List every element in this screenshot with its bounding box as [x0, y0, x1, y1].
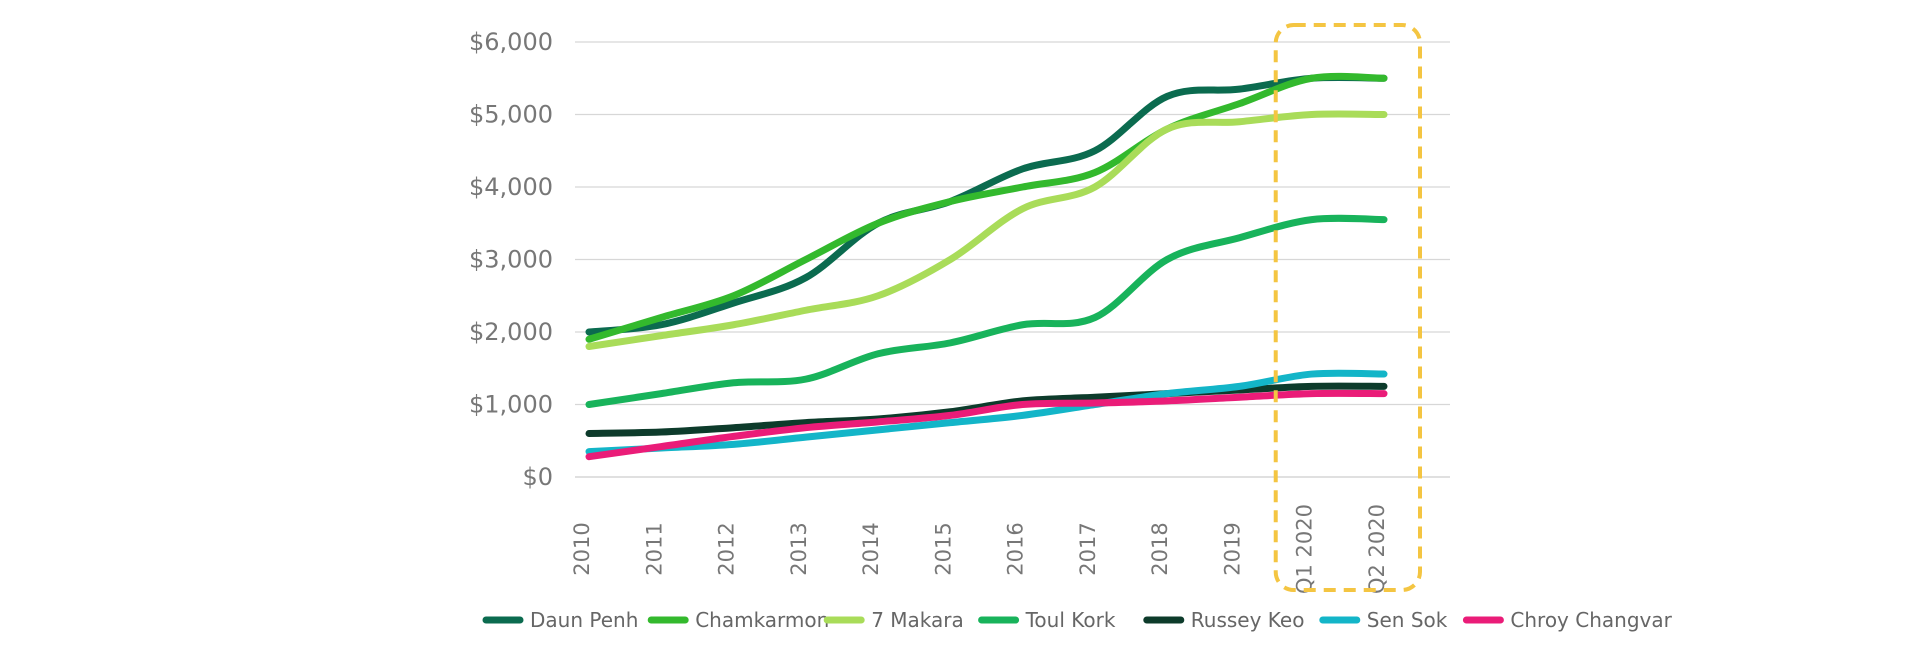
axis-layer: $0 $1,000 $2,000 $3,000 $4,000 $5,000 $6,000 20…	[469, 28, 1450, 594]
grid-layer	[575, 41, 1450, 478]
legend-label-4: Russey Keo	[1191, 608, 1305, 632]
legend-item-3: Toul Kork	[978, 608, 1116, 632]
y-tick-label-2: $2,000	[469, 318, 553, 346]
legend-label-2: 7 Makara	[871, 608, 964, 632]
series-line-3	[585, 214, 1388, 408]
x-tick-label-3: 2013	[787, 522, 811, 575]
x-tick-label-8: 2018	[1148, 522, 1172, 575]
x-tick-label-10: Q1 2020	[1293, 504, 1317, 594]
legend-label-1: Chamkarmon	[695, 608, 829, 632]
series-line-0	[585, 73, 1388, 336]
legend-item-6: Chroy Changvar	[1462, 608, 1673, 632]
x-tick-label-6: 2016	[1004, 522, 1028, 575]
y-tick-label-3: $3,000	[469, 246, 553, 274]
legend-layer: Daun Penh Chamkarmon 7 Makara Toul Kork Russ…	[482, 608, 1673, 632]
legend-label-5: Sen Sok	[1367, 608, 1448, 632]
highlight-layer	[1273, 23, 1423, 592]
y-tick-label-6: $6,000	[469, 28, 553, 56]
x-tick-label-1: 2011	[642, 522, 666, 575]
x-tick-label-2: 2012	[715, 522, 739, 575]
series-line-6	[585, 389, 1388, 461]
series-line-5	[585, 369, 1388, 456]
x-tick-label-11: Q2 2020	[1365, 504, 1389, 594]
series-layer	[585, 72, 1388, 461]
y-tick-label-1: $1,000	[469, 391, 553, 419]
x-tick-label-9: 2019	[1220, 522, 1244, 575]
legend-item-4: Russey Keo	[1143, 608, 1305, 632]
legend-label-0: Daun Penh	[530, 608, 638, 632]
x-tick-label-5: 2015	[931, 522, 955, 575]
legend-item-0: Daun Penh	[482, 608, 638, 632]
x-tick-label-7: 2017	[1076, 522, 1100, 575]
y-tick-label-0: $0	[522, 463, 553, 491]
legend-label-3: Toul Kork	[1025, 608, 1116, 632]
legend-item-1: Chamkarmon	[647, 608, 829, 632]
y-tick-label-4: $4,000	[469, 173, 553, 201]
legend-label-6: Chroy Changvar	[1510, 608, 1672, 632]
x-tick-label-4: 2014	[859, 522, 883, 575]
x-tick-label-0: 2010	[570, 522, 594, 575]
series-line-2	[585, 110, 1388, 350]
series-line-1	[585, 72, 1388, 343]
highlight-box	[1273, 23, 1423, 592]
y-tick-label-5: $5,000	[469, 101, 553, 129]
legend-item-2: 7 Makara	[823, 608, 964, 632]
legend-item-5: Sen Sok	[1319, 608, 1448, 632]
